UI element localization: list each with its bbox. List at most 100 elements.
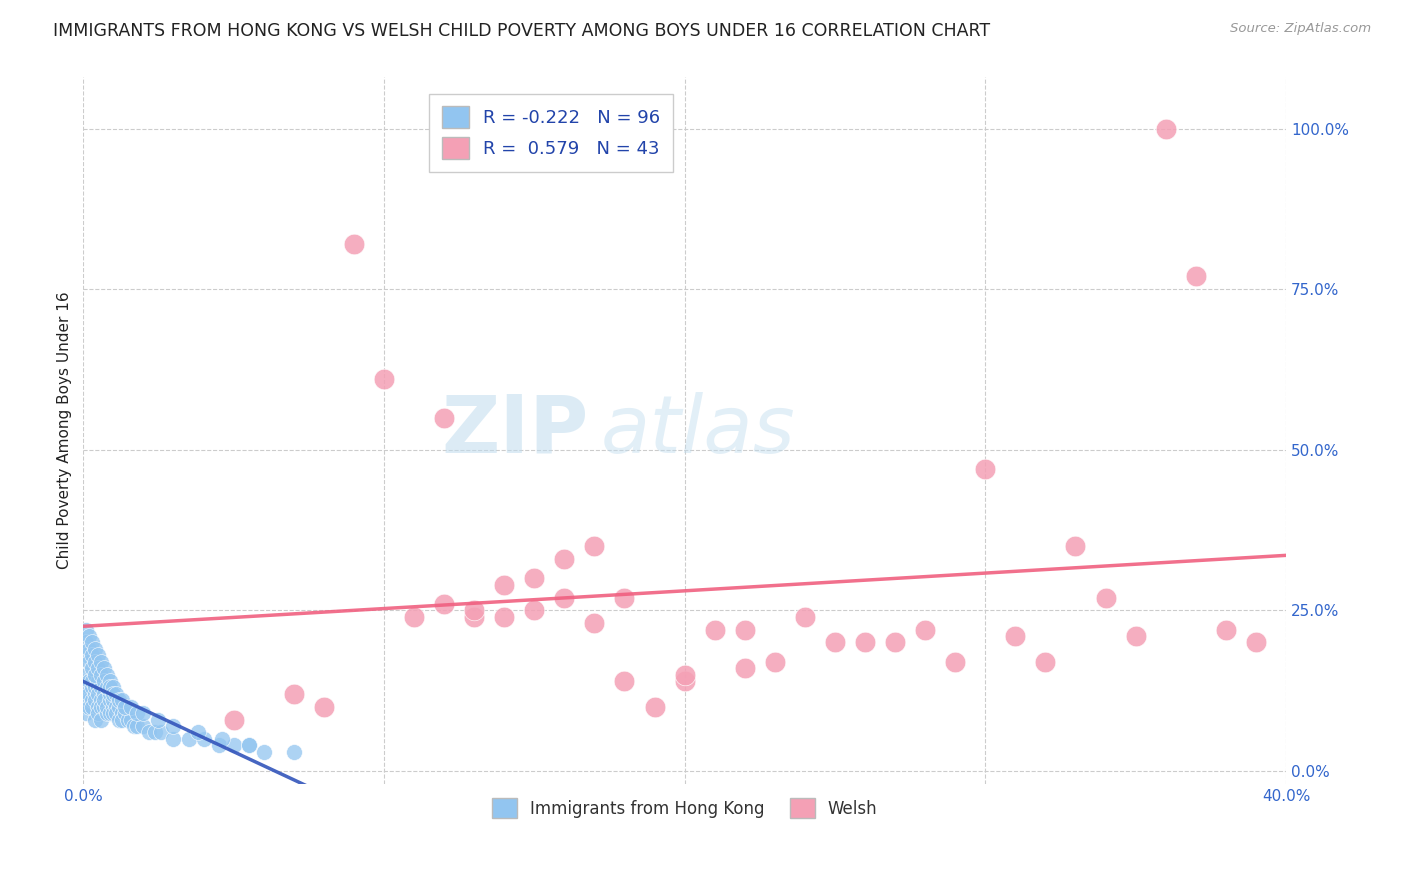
Point bbox=[613, 591, 636, 605]
Point bbox=[103, 687, 125, 701]
Point bbox=[373, 372, 395, 386]
Point bbox=[943, 655, 966, 669]
Point bbox=[211, 731, 233, 746]
Point bbox=[84, 667, 107, 681]
Point bbox=[734, 661, 756, 675]
Point bbox=[79, 655, 101, 669]
Point bbox=[108, 693, 131, 707]
Point bbox=[974, 462, 997, 476]
Point bbox=[402, 609, 425, 624]
Point bbox=[222, 738, 245, 752]
Point bbox=[343, 237, 366, 252]
Point bbox=[734, 623, 756, 637]
Point bbox=[79, 641, 101, 656]
Point bbox=[75, 667, 97, 681]
Point bbox=[93, 673, 115, 688]
Point bbox=[90, 693, 112, 707]
Point bbox=[75, 635, 97, 649]
Point bbox=[114, 699, 136, 714]
Point bbox=[98, 687, 121, 701]
Point bbox=[79, 629, 101, 643]
Point bbox=[93, 699, 115, 714]
Point bbox=[103, 693, 125, 707]
Point bbox=[103, 699, 125, 714]
Point bbox=[1035, 655, 1057, 669]
Point bbox=[763, 655, 786, 669]
Point bbox=[82, 661, 104, 675]
Point bbox=[793, 609, 815, 624]
Point bbox=[84, 687, 107, 701]
Point bbox=[103, 681, 125, 695]
Point bbox=[96, 667, 118, 681]
Point bbox=[463, 603, 485, 617]
Point bbox=[583, 616, 606, 631]
Point bbox=[84, 641, 107, 656]
Point bbox=[79, 693, 101, 707]
Point bbox=[75, 687, 97, 701]
Point bbox=[98, 706, 121, 720]
Point bbox=[87, 687, 110, 701]
Point bbox=[207, 738, 229, 752]
Point bbox=[187, 725, 209, 739]
Point bbox=[177, 731, 200, 746]
Point bbox=[150, 725, 173, 739]
Text: ZIP: ZIP bbox=[441, 392, 589, 469]
Point bbox=[98, 681, 121, 695]
Point bbox=[914, 623, 936, 637]
Point bbox=[87, 681, 110, 695]
Point bbox=[96, 706, 118, 720]
Point bbox=[82, 648, 104, 663]
Point bbox=[105, 706, 128, 720]
Point bbox=[583, 539, 606, 553]
Point bbox=[87, 673, 110, 688]
Point bbox=[127, 719, 149, 733]
Point bbox=[93, 687, 115, 701]
Point bbox=[75, 706, 97, 720]
Point bbox=[1094, 591, 1116, 605]
Point bbox=[1244, 635, 1267, 649]
Point bbox=[1154, 121, 1177, 136]
Point bbox=[87, 661, 110, 675]
Point bbox=[433, 410, 456, 425]
Point bbox=[222, 713, 245, 727]
Point bbox=[79, 687, 101, 701]
Point bbox=[673, 673, 696, 688]
Point bbox=[433, 597, 456, 611]
Y-axis label: Child Poverty Among Boys Under 16: Child Poverty Among Boys Under 16 bbox=[58, 292, 72, 569]
Point bbox=[90, 681, 112, 695]
Point bbox=[84, 681, 107, 695]
Point bbox=[90, 655, 112, 669]
Point bbox=[148, 713, 170, 727]
Point bbox=[613, 673, 636, 688]
Point bbox=[494, 577, 516, 591]
Point bbox=[127, 706, 149, 720]
Point bbox=[90, 713, 112, 727]
Point bbox=[87, 648, 110, 663]
Point bbox=[93, 693, 115, 707]
Point bbox=[82, 699, 104, 714]
Point bbox=[884, 635, 907, 649]
Point bbox=[824, 635, 846, 649]
Point bbox=[132, 719, 155, 733]
Point bbox=[79, 699, 101, 714]
Point bbox=[108, 713, 131, 727]
Point bbox=[124, 719, 146, 733]
Point bbox=[82, 693, 104, 707]
Point bbox=[103, 706, 125, 720]
Point bbox=[1215, 623, 1237, 637]
Point bbox=[90, 699, 112, 714]
Point bbox=[75, 648, 97, 663]
Point bbox=[553, 591, 575, 605]
Point bbox=[162, 731, 184, 746]
Point bbox=[523, 603, 546, 617]
Point bbox=[117, 713, 139, 727]
Point bbox=[673, 667, 696, 681]
Point bbox=[82, 635, 104, 649]
Point bbox=[111, 706, 134, 720]
Point bbox=[494, 609, 516, 624]
Point bbox=[79, 673, 101, 688]
Point bbox=[82, 681, 104, 695]
Point bbox=[1004, 629, 1026, 643]
Point bbox=[96, 681, 118, 695]
Point bbox=[703, 623, 725, 637]
